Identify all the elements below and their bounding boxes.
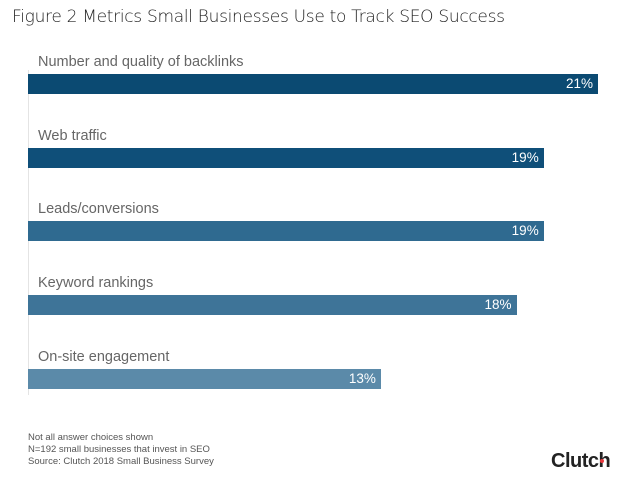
note-3: Source: Clutch 2018 Small Business Surve… bbox=[28, 456, 214, 467]
clutch-logo: Clutch bbox=[551, 450, 611, 472]
data-label: 13% bbox=[348, 371, 376, 386]
bar: 18% bbox=[28, 295, 517, 315]
data-label: 21% bbox=[565, 76, 593, 91]
note-2: N=192 small businesses that invest in SE… bbox=[28, 444, 210, 455]
bar: 21% bbox=[28, 74, 598, 94]
bar: 19% bbox=[28, 148, 544, 168]
note-1: Not all answer choices shown bbox=[28, 432, 154, 443]
category-label: Keyword rankings bbox=[38, 275, 154, 291]
category-label: Number and quality of backlinks bbox=[38, 54, 244, 70]
data-label: 19% bbox=[511, 150, 539, 165]
category-label: Leads/conversions bbox=[38, 201, 159, 217]
bar: 19% bbox=[28, 221, 544, 241]
category-label: Web traffic bbox=[38, 128, 107, 144]
chart-title: Figure 2 Metrics Small Businesses Use to… bbox=[12, 7, 505, 27]
data-label: 18% bbox=[484, 297, 512, 312]
category-label: On-site engagement bbox=[38, 349, 170, 365]
bar: 13% bbox=[28, 369, 381, 389]
data-label: 19% bbox=[511, 223, 539, 238]
